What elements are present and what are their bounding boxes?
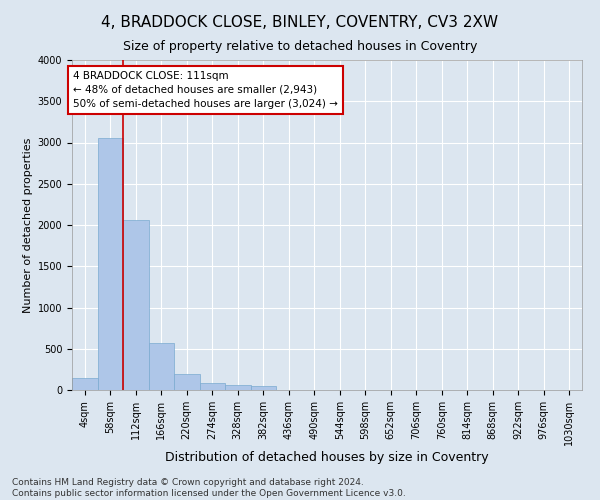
Text: Contains HM Land Registry data © Crown copyright and database right 2024.
Contai: Contains HM Land Registry data © Crown c… xyxy=(12,478,406,498)
Bar xyxy=(251,386,276,390)
Bar xyxy=(123,220,149,390)
Text: 4, BRADDOCK CLOSE, BINLEY, COVENTRY, CV3 2XW: 4, BRADDOCK CLOSE, BINLEY, COVENTRY, CV3… xyxy=(101,15,499,30)
X-axis label: Distribution of detached houses by size in Coventry: Distribution of detached houses by size … xyxy=(165,450,489,464)
Bar xyxy=(200,384,225,390)
Bar xyxy=(72,378,97,390)
Bar xyxy=(149,344,174,390)
Text: 4 BRADDOCK CLOSE: 111sqm
← 48% of detached houses are smaller (2,943)
50% of sem: 4 BRADDOCK CLOSE: 111sqm ← 48% of detach… xyxy=(73,70,338,108)
Bar xyxy=(225,386,251,390)
Text: Size of property relative to detached houses in Coventry: Size of property relative to detached ho… xyxy=(123,40,477,53)
Bar xyxy=(174,374,199,390)
Bar xyxy=(97,138,123,390)
Y-axis label: Number of detached properties: Number of detached properties xyxy=(23,138,34,312)
